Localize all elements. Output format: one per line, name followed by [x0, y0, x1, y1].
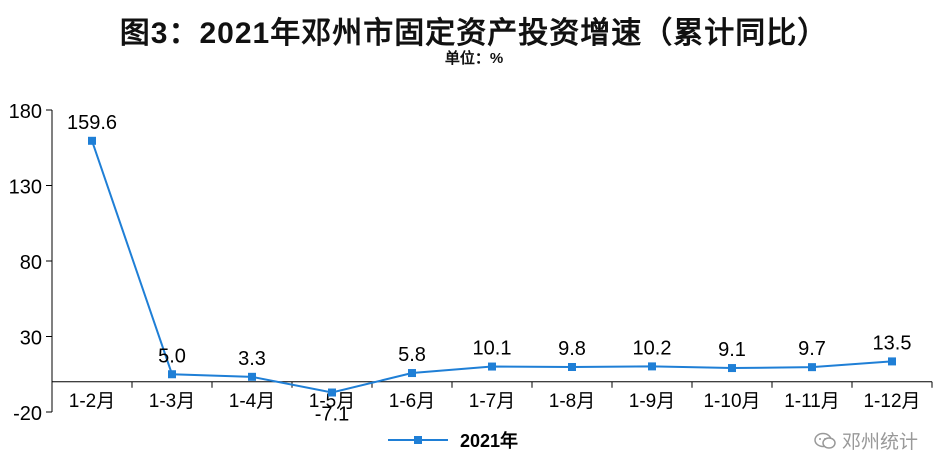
data-label: 9.8	[558, 338, 586, 360]
x-tick-label: 1-12月	[863, 391, 920, 412]
x-tick-label: 1-8月	[549, 391, 595, 412]
data-point	[328, 388, 336, 397]
y-tick-label: 30	[20, 328, 42, 350]
unit-label: 单位：%	[444, 50, 504, 67]
y-tick-label: 80	[20, 252, 42, 274]
data-label: 13.5	[873, 332, 912, 354]
data-label: 10.2	[633, 337, 672, 359]
data-label: 9.1	[718, 339, 746, 361]
y-tick-label: 180	[9, 101, 42, 123]
y-tick-label: 130	[9, 177, 42, 199]
x-tick-label: 1-9月	[629, 391, 675, 412]
data-point	[888, 357, 896, 366]
y-tick-label: -20	[13, 403, 42, 425]
wechat-icon	[814, 432, 836, 449]
data-label: 159.6	[67, 112, 117, 134]
data-point	[488, 362, 496, 371]
data-label: 10.1	[473, 338, 512, 360]
data-point	[168, 370, 176, 379]
data-point	[808, 363, 816, 372]
data-point	[568, 363, 576, 372]
watermark-text: 邓州统计	[841, 432, 918, 453]
chart-title: 图3：2021年邓州市固定资产投资增速（累计同比）	[119, 17, 829, 50]
data-point	[88, 136, 96, 145]
legend-marker	[414, 436, 422, 444]
x-tick-label: 1-7月	[469, 391, 515, 412]
data-label: -7.1	[315, 404, 349, 426]
x-tick-label: 1-6月	[389, 391, 435, 412]
x-tick-label: 1-5月	[309, 391, 355, 412]
data-label: 3.3	[238, 348, 266, 370]
x-tick-label: 1-3月	[149, 391, 195, 412]
x-tick-label: 1-4月	[229, 391, 275, 412]
data-point	[408, 369, 416, 378]
data-label: 5.8	[398, 344, 426, 366]
data-label: 9.7	[798, 338, 826, 360]
x-tick-label: 1-2月	[69, 391, 115, 412]
x-tick-label: 1-10月	[703, 391, 760, 412]
data-point	[728, 364, 736, 373]
data-label: 5.0	[158, 345, 186, 367]
x-tick-label: 1-11月	[784, 391, 840, 412]
data-point	[648, 362, 656, 371]
legend-label: 2021年	[460, 430, 518, 451]
data-point	[248, 372, 256, 381]
watermark: 邓州统计	[814, 427, 918, 454]
